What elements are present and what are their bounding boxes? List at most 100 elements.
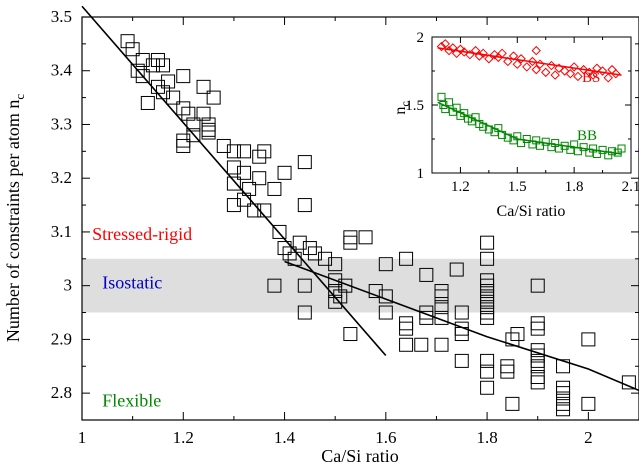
x-tick-label: 1.4 xyxy=(274,428,296,447)
inset-y-tick-label: 1.5 xyxy=(405,98,424,114)
data-point xyxy=(530,375,545,390)
data-point xyxy=(328,257,343,272)
y-tick-label: 3 xyxy=(64,276,73,295)
data-point xyxy=(130,63,145,78)
data-point xyxy=(196,106,211,121)
inset-data-point xyxy=(522,135,531,143)
inset-data-point xyxy=(603,73,613,83)
data-point xyxy=(414,337,429,352)
data-point xyxy=(434,289,449,304)
data-point xyxy=(454,305,469,320)
inset-axes: 1.2 1.5 1.8 2.1 1 1.5 2 xyxy=(405,30,639,195)
inset-data-point xyxy=(578,64,589,75)
data-point xyxy=(135,52,150,67)
y-tick-label: 3.4 xyxy=(51,61,73,80)
fit-line xyxy=(81,5,387,357)
x-tick-label: 1.8 xyxy=(476,428,497,447)
series-label-bs: BS xyxy=(582,70,600,86)
data-point xyxy=(135,69,150,84)
data-point xyxy=(530,316,545,331)
inset-data-point xyxy=(588,70,598,80)
data-point xyxy=(530,278,545,293)
data-point xyxy=(277,165,292,180)
data-point xyxy=(297,305,312,320)
inset-data-point xyxy=(445,98,454,107)
data-point xyxy=(307,246,322,261)
region-labels: Stressed-rigid Isostatic Flexible xyxy=(92,224,192,411)
inset-data-point xyxy=(592,63,602,73)
data-point xyxy=(556,402,571,417)
data-point xyxy=(150,79,165,94)
inset-data-point xyxy=(531,64,541,75)
data-point xyxy=(621,375,636,390)
data-point xyxy=(500,364,515,379)
data-point xyxy=(156,58,171,73)
inset-data-point xyxy=(508,51,519,61)
data-point xyxy=(399,251,414,266)
data-point xyxy=(480,380,495,395)
y-tick-label: 3.2 xyxy=(51,168,72,187)
data-point xyxy=(480,364,495,379)
data-point xyxy=(449,262,464,277)
x-tick-label: 1 xyxy=(78,428,87,447)
data-point xyxy=(226,198,241,213)
inset-data-point xyxy=(579,143,588,152)
data-point xyxy=(166,90,181,105)
data-point xyxy=(216,138,231,153)
data-point xyxy=(297,155,312,170)
data-point xyxy=(237,165,252,180)
inset-y-axis-label: nc xyxy=(392,101,412,114)
data-point xyxy=(201,122,216,137)
inset-data-point xyxy=(617,144,626,153)
data-point xyxy=(434,300,449,315)
region-label: Flexible xyxy=(102,391,161,411)
inset-data-point xyxy=(484,54,494,64)
data-point xyxy=(206,90,221,105)
data-point xyxy=(186,128,201,143)
data-point xyxy=(480,353,495,368)
data-point xyxy=(181,106,196,121)
data-point xyxy=(252,149,267,164)
data-point xyxy=(150,52,165,67)
data-point xyxy=(454,353,469,368)
data-point xyxy=(343,235,358,250)
data-point xyxy=(120,34,135,49)
data-point xyxy=(399,337,414,352)
y-tick-label: 3.3 xyxy=(51,114,72,133)
inset-data-point xyxy=(550,70,560,80)
data-point xyxy=(176,133,191,148)
data-point xyxy=(226,144,241,159)
inset-data-point xyxy=(478,48,488,59)
x-tick-label: 2 xyxy=(584,428,593,447)
y-tick-label: 3.1 xyxy=(51,222,72,241)
data-point xyxy=(201,125,216,140)
data-point xyxy=(242,181,257,196)
inset-data-point xyxy=(470,45,481,56)
data-point xyxy=(480,235,495,250)
data-point xyxy=(176,101,191,116)
inset-x-tick-label: 1.5 xyxy=(508,179,527,195)
inset-data-point xyxy=(565,69,576,79)
data-point xyxy=(161,74,176,89)
inset-data-point xyxy=(541,67,551,78)
isostatic-band xyxy=(82,258,639,313)
fit-line xyxy=(284,260,639,392)
x-tick-label: 1.6 xyxy=(375,428,396,447)
data-point xyxy=(419,310,434,325)
data-point xyxy=(378,257,393,272)
data-point xyxy=(505,396,520,411)
data-point xyxy=(292,235,307,250)
main-plot-frame xyxy=(81,16,639,421)
y-tick-label: 2.8 xyxy=(51,383,72,402)
data-point xyxy=(226,160,241,175)
inset-data-point xyxy=(598,145,607,154)
data-point xyxy=(125,42,140,57)
data-point xyxy=(176,138,191,153)
data-point xyxy=(556,359,571,374)
data-point xyxy=(267,181,282,196)
inset-fit-line xyxy=(437,101,622,155)
inset-x-tick-label: 2.1 xyxy=(622,179,639,195)
inset-data-point xyxy=(531,45,541,56)
data-point xyxy=(272,224,287,239)
data-point xyxy=(399,321,414,336)
